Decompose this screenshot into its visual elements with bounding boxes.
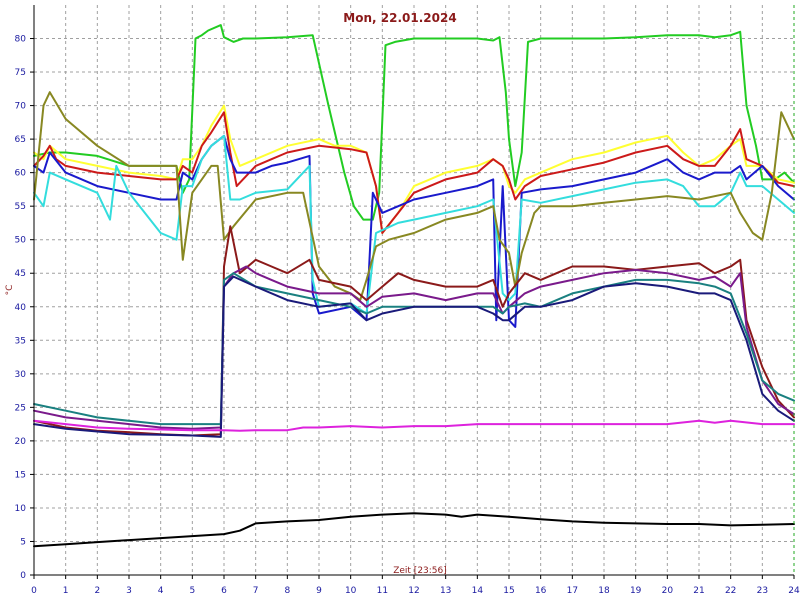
x-tick-label: 15	[503, 586, 514, 596]
y-tick-label: 30	[15, 370, 27, 380]
series-line-12	[33, 512, 795, 548]
y-tick-label: 25	[15, 403, 26, 413]
x-tick-label: 3	[126, 586, 132, 596]
y-tick-label: 5	[20, 537, 26, 547]
series-line-4	[33, 134, 795, 328]
x-tick-label: 12	[408, 586, 419, 596]
x-tick-label: 0	[31, 586, 37, 596]
x-tick-label: 14	[472, 586, 484, 596]
x-tick-label: 20	[662, 586, 674, 596]
series-line-10	[33, 275, 795, 438]
y-axis-label: °C	[5, 285, 15, 296]
x-tick-label: 17	[567, 586, 578, 596]
y-tick-label: 40	[15, 303, 27, 313]
x-tick-label: 13	[440, 586, 451, 596]
grid-lines	[34, 5, 795, 575]
series-line-3	[33, 111, 795, 234]
x-tick-label: 9	[316, 586, 322, 596]
y-tick-label: 60	[15, 169, 27, 179]
series-line-6	[33, 91, 795, 302]
x-tick-label: 23	[757, 586, 768, 596]
x-tick-label: 19	[630, 586, 642, 596]
x-tick-label: 24	[788, 586, 800, 596]
y-tick-label: 45	[15, 269, 26, 279]
tick-labels: 0 1 2 3 4 5 6 7 8 9 10 11 12 13 14 15 16 17 18 19 20 21 22 23 24…	[15, 35, 800, 596]
chart-title: Mon, 22.01.2024	[343, 11, 456, 25]
x-tick-label: 7	[253, 586, 259, 596]
x-tick-label: 6	[221, 586, 227, 596]
series-line-11	[33, 419, 795, 432]
y-tick-label: 55	[15, 202, 26, 212]
y-tick-label: 70	[15, 102, 27, 112]
x-tick-label: 16	[535, 586, 547, 596]
y-tick-label: 20	[15, 437, 27, 447]
series-lines	[33, 24, 795, 548]
x-tick-label: 18	[598, 586, 610, 596]
y-tick-label: 80	[15, 35, 27, 45]
x-tick-label: 11	[377, 586, 388, 596]
x-tick-label: 4	[158, 586, 164, 596]
x-tick-label: 8	[284, 586, 290, 596]
series-line-1	[33, 24, 795, 221]
y-tick-label: 10	[15, 504, 27, 514]
x-tick-label: 1	[63, 586, 69, 596]
y-tick-label: 75	[15, 68, 26, 78]
x-tick-label: 5	[189, 586, 195, 596]
y-tick-label: 50	[15, 236, 27, 246]
y-tick-label: 0	[20, 571, 26, 581]
series-line-5	[33, 134, 795, 315]
y-tick-label: 65	[15, 135, 26, 145]
x-tick-label: 2	[94, 586, 100, 596]
y-tick-label: 35	[15, 336, 26, 346]
x-tick-label: 10	[345, 586, 357, 596]
axes	[30, 5, 795, 579]
x-tick-label: 22	[725, 586, 736, 596]
x-tick-label: 21	[693, 586, 704, 596]
x-axis-label: Zeit [23:56]	[393, 566, 447, 576]
y-tick-label: 15	[15, 470, 26, 480]
